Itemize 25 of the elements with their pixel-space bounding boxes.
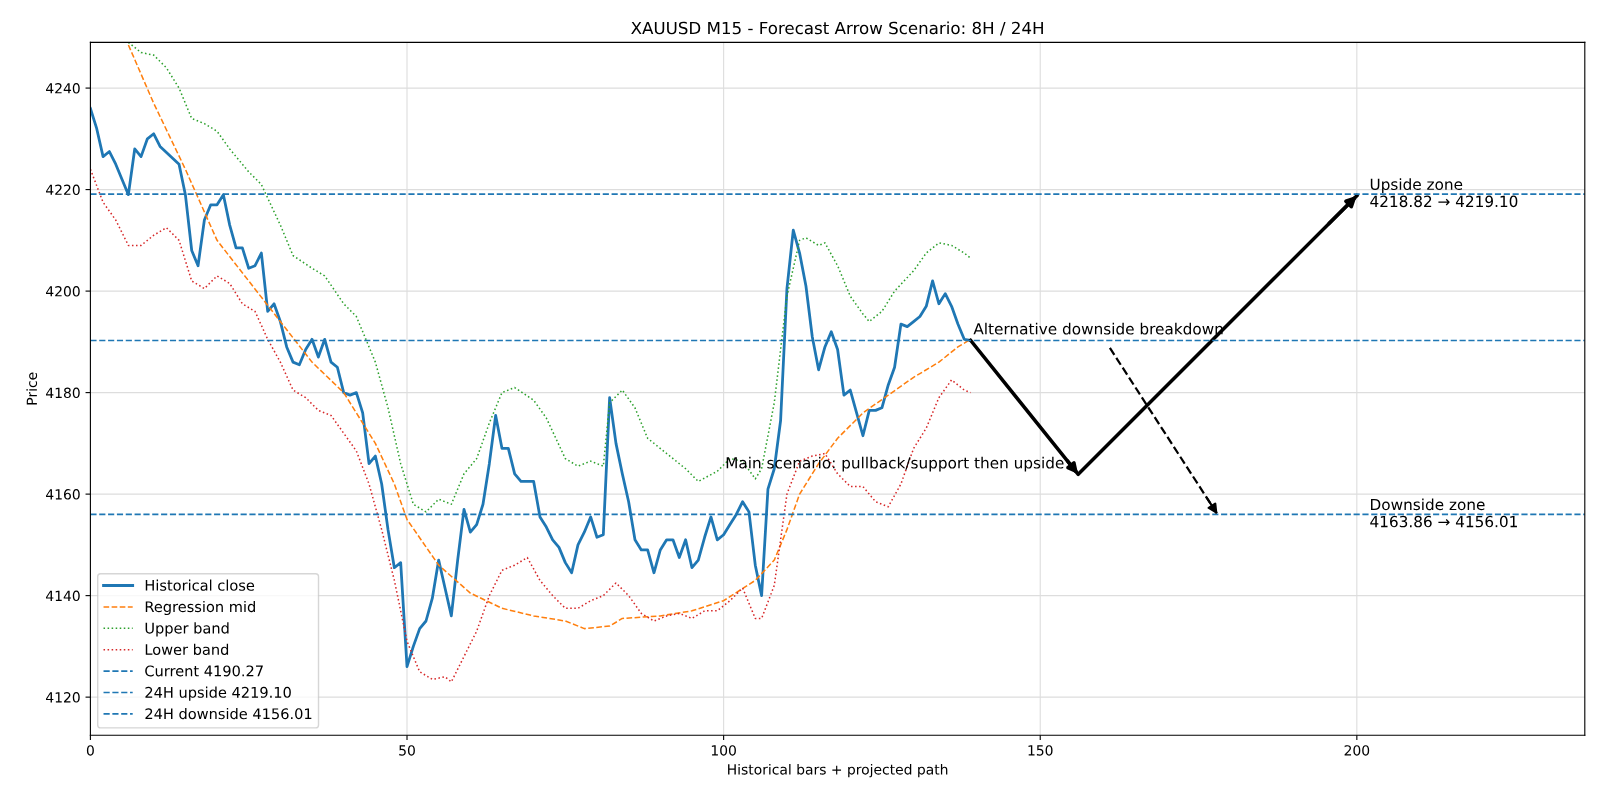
x-tick-label: 200 bbox=[1344, 745, 1370, 756]
y-tick-label: 4160 bbox=[46, 489, 80, 500]
x-tick-label: 0 bbox=[86, 745, 94, 756]
y-tick-label: 4220 bbox=[46, 184, 80, 196]
y-tick-label: 4240 bbox=[46, 83, 80, 94]
y-tick-label: 4120 bbox=[46, 692, 80, 703]
y-tick-label: 4140 bbox=[46, 590, 80, 602]
chart-title: XAUUSD M15 - Forecast Arrow Scenario: 8H / 24H bbox=[631, 21, 1043, 36]
x-tick-label: 100 bbox=[711, 745, 736, 756]
legend-label: 24H downside 4156.01 bbox=[145, 707, 312, 720]
y-tick-label: 4180 bbox=[46, 387, 80, 399]
x-axis-title: Historical bars + projected path bbox=[728, 763, 948, 778]
legend-label: Lower band bbox=[145, 643, 229, 656]
y-tick-label: 4200 bbox=[46, 286, 80, 297]
legend-label: Upper band bbox=[145, 622, 229, 637]
legend-label: Current 4190.27 bbox=[145, 665, 263, 677]
legend-label: 24H upside 4219.10 bbox=[145, 686, 291, 701]
y-axis-title: Price bbox=[26, 372, 38, 405]
annotation: Downside zone 4163.86 → 4156.01 bbox=[1370, 498, 1517, 528]
annotation: Alternative downside breakdown bbox=[973, 322, 1223, 335]
legend-label: Historical close bbox=[145, 579, 255, 591]
legend-label: Regression mid bbox=[145, 600, 255, 616]
x-tick-label: 150 bbox=[1028, 745, 1053, 756]
annotation: Upside zone 4218.82 → 4219.10 bbox=[1370, 178, 1518, 208]
x-tick-label: 50 bbox=[399, 745, 415, 756]
